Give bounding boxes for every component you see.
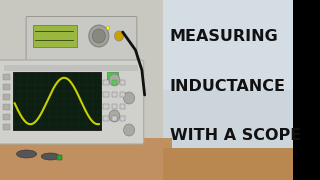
Circle shape <box>106 26 110 30</box>
Bar <box>13 72 101 130</box>
FancyBboxPatch shape <box>26 17 137 62</box>
Circle shape <box>124 124 134 136</box>
Bar <box>3 104 10 110</box>
Bar <box>0 138 172 180</box>
Ellipse shape <box>16 150 36 158</box>
Bar <box>3 84 10 90</box>
FancyBboxPatch shape <box>0 60 144 144</box>
Bar <box>120 116 125 121</box>
Bar <box>3 124 10 130</box>
Bar <box>3 114 10 120</box>
Bar <box>107 72 118 80</box>
Bar <box>103 92 109 97</box>
Bar <box>0 0 163 180</box>
Bar <box>103 80 109 85</box>
Bar <box>33 25 77 47</box>
Bar <box>120 92 125 97</box>
Bar <box>4 65 138 71</box>
Bar <box>120 104 125 109</box>
Bar <box>163 0 293 90</box>
Circle shape <box>109 74 120 86</box>
Bar <box>163 0 293 180</box>
Text: INDUCTANCE: INDUCTANCE <box>170 79 286 94</box>
Bar <box>163 148 293 180</box>
Text: WITH A SCOPE: WITH A SCOPE <box>170 127 301 143</box>
Ellipse shape <box>41 153 60 160</box>
Bar <box>120 80 125 85</box>
Bar <box>3 94 10 100</box>
Bar <box>112 80 117 85</box>
Circle shape <box>124 92 134 104</box>
Bar <box>57 155 62 160</box>
Circle shape <box>89 25 109 47</box>
Circle shape <box>92 29 105 43</box>
Bar <box>3 74 10 80</box>
Bar <box>112 116 117 121</box>
Bar <box>112 104 117 109</box>
Circle shape <box>109 110 120 122</box>
Bar <box>103 116 109 121</box>
Circle shape <box>115 31 124 41</box>
Text: MEASURING: MEASURING <box>170 28 279 44</box>
Bar <box>112 92 117 97</box>
Bar <box>103 104 109 109</box>
